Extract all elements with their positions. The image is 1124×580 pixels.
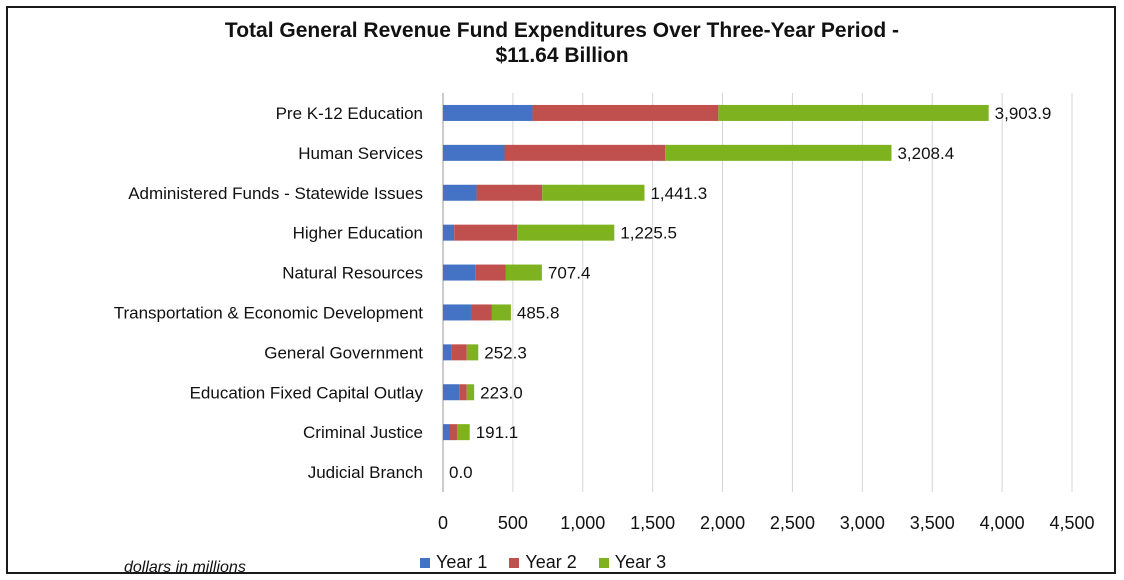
bar-year-3: [466, 384, 475, 401]
bar-year-3: [517, 224, 615, 241]
data-label: 191.1: [476, 423, 519, 442]
bar-year-3: [466, 344, 479, 361]
data-label: 1,225.5: [620, 224, 677, 243]
bar-year-2: [532, 104, 719, 121]
data-label: 485.8: [517, 303, 560, 322]
category-label: Natural Resources: [282, 264, 423, 283]
bar-year-2: [476, 184, 543, 201]
legend-label-year-1: Year 1: [436, 552, 488, 572]
bar-year-1: [443, 384, 460, 401]
x-tick-label: 0: [438, 513, 448, 533]
bar-year-1: [443, 104, 533, 121]
x-tick-label: 1,000: [560, 513, 605, 533]
x-tick-label: 4,000: [980, 513, 1025, 533]
chart-title: Total General Revenue Fund Expenditures …: [0, 18, 1124, 68]
bar-year-2: [454, 224, 518, 241]
data-label: 223.0: [480, 383, 523, 402]
legend-label-year-2: Year 2: [525, 552, 577, 572]
category-label: Pre K-12 Education: [276, 104, 423, 123]
legend-item-year-1: Year 1: [420, 552, 487, 573]
category-label: Human Services: [298, 144, 423, 163]
category-label: Administered Funds - Statewide Issues: [128, 184, 423, 203]
legend: Year 1 Year 2 Year 3: [420, 552, 666, 573]
chart-title-line-1: Total General Revenue Fund Expenditures …: [224, 19, 900, 42]
bar-year-2: [449, 424, 457, 441]
category-label: Transportation & Economic Development: [114, 303, 424, 322]
data-label: 3,208.4: [897, 144, 954, 163]
bar-year-1: [443, 224, 455, 241]
bar-year-3: [665, 144, 892, 161]
legend-item-year-2: Year 2: [509, 552, 577, 573]
category-label: Education Fixed Capital Outlay: [190, 383, 424, 402]
bar-year-2: [475, 264, 506, 281]
category-label: Judicial Branch: [308, 463, 423, 482]
units-note: dollars in millions: [124, 559, 246, 576]
bar-year-2: [504, 144, 666, 161]
data-label: 1,441.3: [650, 184, 707, 203]
bar-year-1: [443, 344, 452, 361]
x-tick-label: 2,500: [770, 513, 815, 533]
bar-year-1: [443, 144, 505, 161]
bar-year-1: [443, 304, 471, 321]
chart-frame: [6, 6, 1116, 574]
bar-year-2: [459, 384, 467, 401]
x-tick-label: 4,500: [1049, 513, 1094, 533]
category-label: Criminal Justice: [303, 423, 423, 442]
x-tick-label: 1,500: [630, 513, 675, 533]
category-label: Higher Education: [293, 224, 423, 243]
legend-swatch-year-3: [598, 557, 609, 568]
x-tick-label: 3,500: [910, 513, 955, 533]
bar-year-3: [718, 104, 989, 121]
bar-year-3: [456, 424, 470, 441]
bar-year-1: [443, 184, 477, 201]
bar-year-1: [443, 424, 450, 441]
legend-swatch-year-1: [420, 557, 430, 568]
legend-label-year-3: Year 3: [614, 552, 667, 572]
bar-year-3: [505, 264, 542, 281]
data-label: 252.3: [484, 343, 527, 362]
legend-item-year-3: Year 3: [598, 552, 667, 573]
x-tick-label: 500: [498, 513, 528, 533]
category-label: General Government: [264, 343, 423, 362]
data-label: 0.0: [449, 463, 473, 482]
bar-year-2: [451, 344, 467, 361]
bar-year-1: [443, 264, 476, 281]
chart-title-line-2: $11.64 Billion: [495, 44, 629, 67]
x-tick-label: 3,000: [840, 513, 885, 533]
bar-year-2: [470, 304, 492, 321]
data-label: 3,903.9: [995, 104, 1052, 123]
x-tick-label: 2,000: [700, 513, 745, 533]
data-label: 707.4: [548, 264, 591, 283]
bar-year-3: [491, 304, 511, 321]
bar-year-3: [542, 184, 645, 201]
legend-swatch-year-2: [509, 557, 520, 568]
